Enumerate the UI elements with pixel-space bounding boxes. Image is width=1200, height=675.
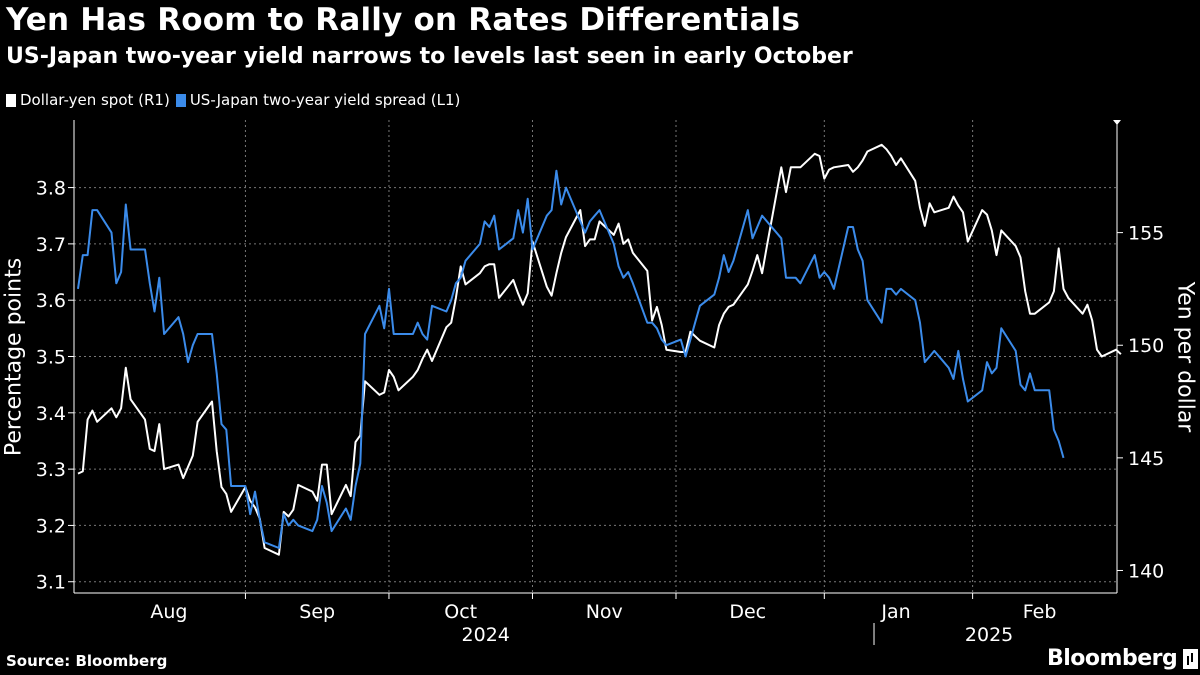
y-left-tick-label: 3.1 [36,572,66,594]
legend: Dollar-yen spot (R1) US-Japan two-year y… [6,91,466,109]
y-right-tick-label: 150 [1128,335,1164,357]
y-right-tick-label: 155 [1128,223,1164,245]
axis-end-marker [1113,120,1121,125]
x-tick-label: Aug [150,601,187,623]
series-line-yield-spread [77,169,1065,549]
bloomberg-logo: Bloomberg [1047,646,1199,671]
y-right-tick-label: 145 [1128,448,1164,470]
x-year-label: 2024 [462,624,510,646]
y-left-tick-label: 3.7 [36,234,66,256]
legend-label-dollar-yen: Dollar-yen spot (R1) [20,91,170,109]
legend-label-yield-spread: US-Japan two-year yield spread (L1) [189,91,461,109]
bloomberg-chart-icon [1183,648,1199,669]
legend-item-yield-spread: US-Japan two-year yield spread (L1) [175,91,461,109]
y-left-tick-label: 3.6 [36,290,66,312]
legend-swatch-blue [175,93,186,107]
brand-name: Bloomberg [1047,646,1178,671]
x-tick-label: Oct [444,601,477,623]
y-left-tick-label: 3.8 [36,178,66,200]
x-tick-label: Dec [729,601,766,623]
x-tick-label: Nov [586,601,623,623]
legend-swatch-white [6,93,16,107]
x-tick-label: Feb [1023,601,1057,623]
y-axis-left-title: Percentage points [1,257,27,457]
x-year-label: 2025 [965,624,1013,646]
y-left-tick-label: 3.4 [36,403,66,425]
series-line-dollar-yen [77,143,1122,556]
y-left-tick-label: 3.5 [36,347,66,369]
y-axis-right-title: Yen per dollar [1172,281,1198,433]
chart-title: Yen Has Room to Rally on Rates Different… [6,2,801,38]
y-left-tick-label: 3.2 [36,515,66,537]
x-tick-label: Sep [299,601,335,623]
chart-subtitle: US-Japan two-year yield narrows to level… [6,44,853,69]
y-left-tick-label: 3.3 [36,459,66,481]
legend-item-dollar-yen: Dollar-yen spot (R1) [6,91,170,109]
x-tick-label: Jan [880,601,910,623]
y-right-tick-label: 140 [1128,560,1164,582]
source-note: Source: Bloomberg [6,652,168,670]
